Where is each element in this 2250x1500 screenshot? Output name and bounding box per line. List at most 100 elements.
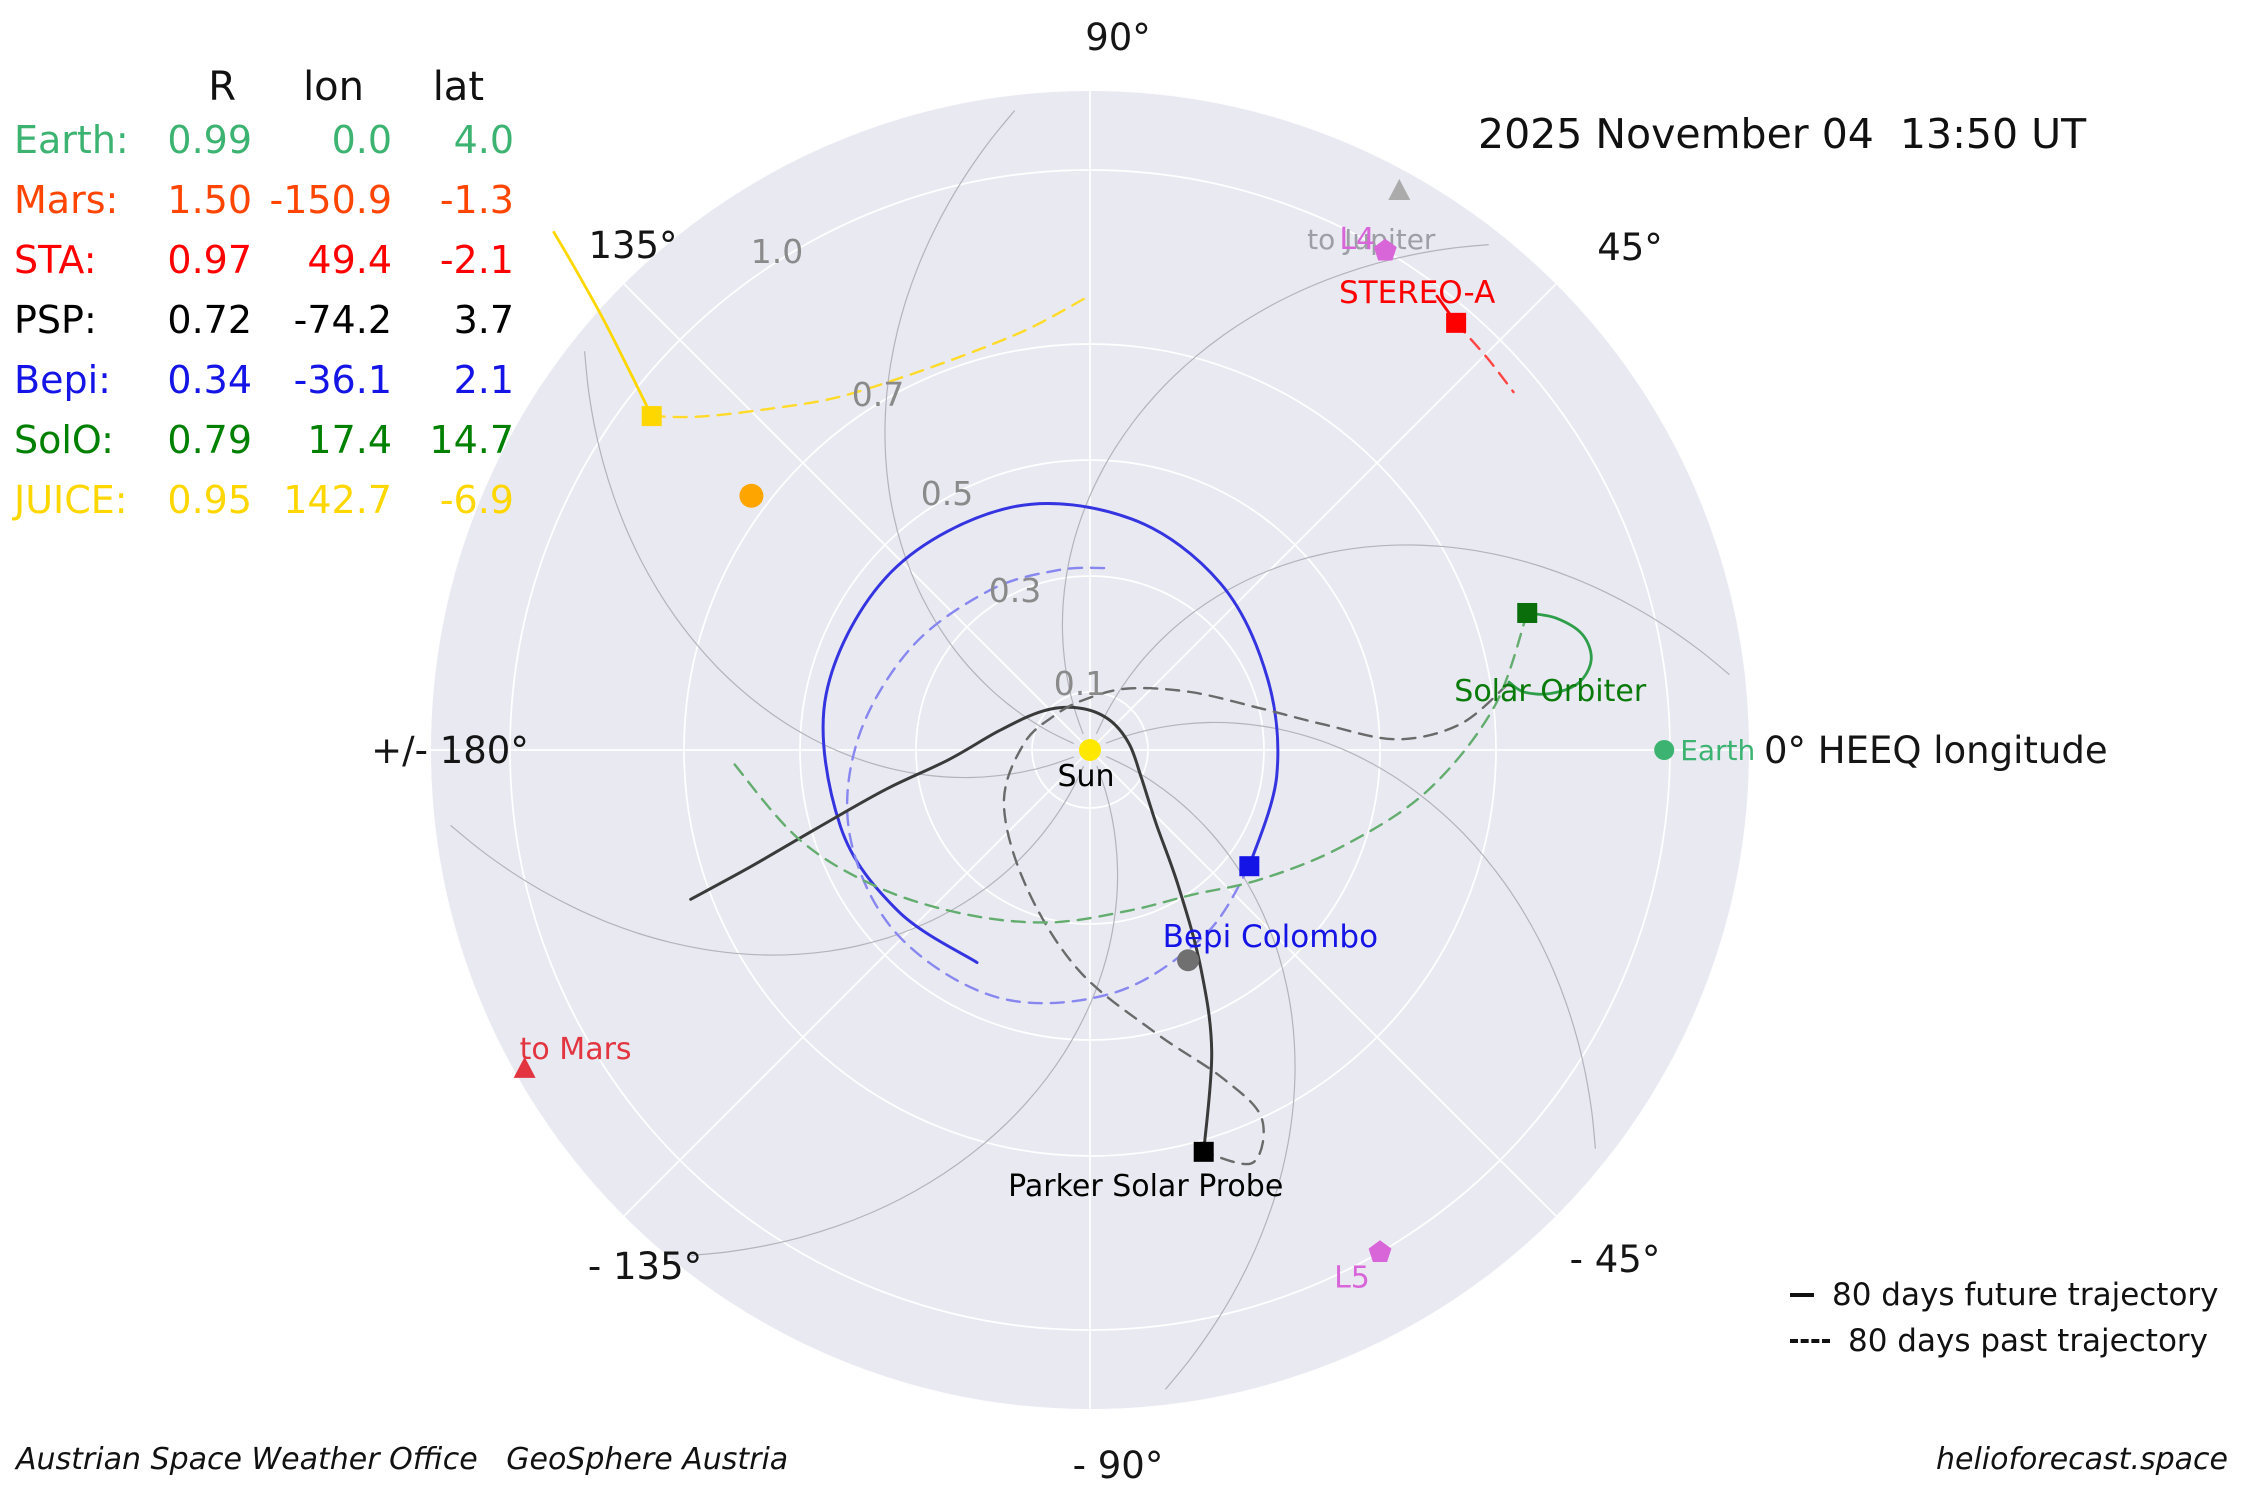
solar-orbiter-marker	[1517, 602, 1538, 623]
r-tick-label-0.3: 0.3	[989, 571, 1041, 610]
solar-orbiter-past-trajectory	[729, 611, 1529, 924]
r-gridline-0.7	[683, 343, 1497, 1157]
table-cell: -74.2	[293, 298, 392, 342]
juice-marker	[641, 406, 662, 427]
parker-spiral-4	[884, 110, 1075, 745]
sun-marker	[1079, 739, 1101, 761]
table-cell: Mars:	[14, 178, 119, 222]
datetime-label: 2025 November 04 13:50 UT	[1478, 110, 2087, 158]
parker-solar-probe-label: Parker Solar Probe	[1008, 1169, 1283, 1204]
table-row-mars: Mars: 1.50 -150.9 -1.3	[14, 170, 514, 230]
table-header-lat: lat	[432, 64, 484, 110]
table-cell: 0.0	[331, 118, 392, 162]
solar-orbiter-future-trajectory	[1507, 611, 1593, 696]
theta-gridline-315	[1089, 749, 1558, 1218]
venus-marker	[739, 483, 764, 508]
theta-label: 135°	[588, 224, 677, 267]
r-gridline-0.3	[915, 575, 1265, 925]
r-tick-label-0.1: 0.1	[1054, 664, 1106, 703]
earth-label: Earth	[1680, 734, 1755, 767]
table-cell: 1.50	[167, 178, 252, 222]
legend-item-future: 80 days future trajectory	[1790, 1272, 2219, 1318]
parker-spiral-3	[1061, 244, 1489, 735]
table-cell: 17.4	[307, 418, 392, 462]
theta-label: 0° HEEQ longitude	[1764, 729, 2108, 772]
table-row-juice: JUICE: 0.95 142.7 -6.9	[14, 470, 514, 530]
table-cell: JUICE:	[14, 478, 128, 522]
trajectory-legend: 80 days future trajectory 80 days past t…	[1790, 1272, 2219, 1364]
theta-gridline-135	[622, 282, 1091, 751]
table-cell: 3.7	[453, 298, 514, 342]
to-jupiter-label: to Jupiter	[1307, 223, 1436, 256]
table-header-r: R	[208, 64, 236, 110]
r-tick-label-0.7: 0.7	[852, 375, 904, 414]
theta-label: - 135°	[588, 1245, 702, 1288]
table-cell: 0.79	[167, 418, 252, 462]
parker-solar-probe-marker	[1193, 1141, 1214, 1162]
theta-label: - 45°	[1570, 1238, 1661, 1281]
table-row-bepi: Bepi: 0.34 -36.1 2.1	[14, 350, 514, 410]
stereo-a-marker	[1446, 312, 1467, 333]
table-row-earth: Earth: 0.99 0.0 4.0	[14, 110, 514, 170]
table-cell: SolO:	[14, 418, 114, 462]
l5-label: L5	[1334, 1260, 1370, 1295]
markers: Sun Earth STEREO-A Solar Orbiter Bepi Colomb…	[513, 178, 1755, 1295]
dashed-line-sample	[1790, 1339, 1830, 1343]
table-cell: 2.1	[453, 358, 514, 402]
table-cell: -36.1	[293, 358, 392, 402]
table-cell: STA:	[14, 238, 97, 282]
psp-past-trajectory	[1002, 682, 1510, 1166]
theta-gridline-45	[1089, 282, 1558, 751]
bepi-future-trajectory	[821, 502, 1280, 964]
table-cell: 0.34	[167, 358, 252, 402]
r-gridline-0.1	[1031, 691, 1149, 809]
earth-marker	[1654, 740, 1675, 760]
table-cell: 0.99	[167, 118, 252, 162]
table-cell: -6.9	[439, 478, 514, 522]
theta-label: +/- 180°	[371, 729, 529, 772]
parker-spiral-6	[450, 765, 1085, 956]
table-cell: 0.97	[167, 238, 252, 282]
table-cell: PSP:	[14, 298, 97, 342]
table-cell: 14.7	[429, 418, 514, 462]
theta-label: 90°	[1085, 16, 1151, 59]
mercury-marker	[1177, 949, 1200, 972]
bepi-colombo-marker	[1239, 856, 1260, 877]
parker-spiral-7	[691, 765, 1119, 1256]
l4-label: L4	[1339, 222, 1375, 257]
bepi-colombo-label: Bepi Colombo	[1163, 919, 1379, 955]
to-jupiter-marker	[1388, 178, 1411, 200]
parker-spiral-5	[584, 351, 1075, 779]
table-cell: 0.95	[167, 478, 252, 522]
table-cell: Bepi:	[14, 358, 111, 402]
parker-spiral-1	[1105, 721, 1596, 1149]
table-cell: -150.9	[269, 178, 393, 222]
solid-line-sample	[1790, 1293, 1814, 1297]
table-header-lon: lon	[303, 64, 364, 110]
table-row-solo: SolO: 0.79 17.4 14.7	[14, 410, 514, 470]
to-mars-marker	[513, 1056, 536, 1078]
parker-spiral-2	[1095, 544, 1730, 735]
to-mars-label: to Mars	[520, 1032, 632, 1067]
table-header-row: R lon lat	[14, 64, 514, 110]
r-gridline-0.5	[799, 459, 1381, 1041]
bepi-past-trajectory	[845, 566, 1251, 1005]
table-row-sta: STA: 0.97 49.4 -2.1	[14, 230, 514, 290]
parker-spiral-8	[1105, 755, 1296, 1390]
legend-label-past: 80 days past trajectory	[1848, 1323, 2208, 1359]
table-cell: 142.7	[283, 478, 392, 522]
table-body: Earth: 0.99 0.0 4.0 Mars: 1.50 -150.9 -1.3 STA: 0…	[14, 110, 514, 530]
legend-item-past: 80 days past trajectory	[1790, 1318, 2219, 1364]
r-tick-label-1.0: 1.0	[751, 232, 803, 271]
l5-marker	[1368, 1240, 1392, 1262]
juice-future-trajectory	[552, 230, 654, 418]
table-cell: -2.1	[439, 238, 514, 282]
theta-gridline-225	[622, 749, 1091, 1218]
sun-label: Sun	[1057, 759, 1114, 794]
solar-orbiter-label: Solar Orbiter	[1454, 674, 1647, 709]
table-cell: 4.0	[453, 118, 514, 162]
table-cell: Earth:	[14, 118, 129, 162]
table-cell: 0.72	[167, 298, 252, 342]
